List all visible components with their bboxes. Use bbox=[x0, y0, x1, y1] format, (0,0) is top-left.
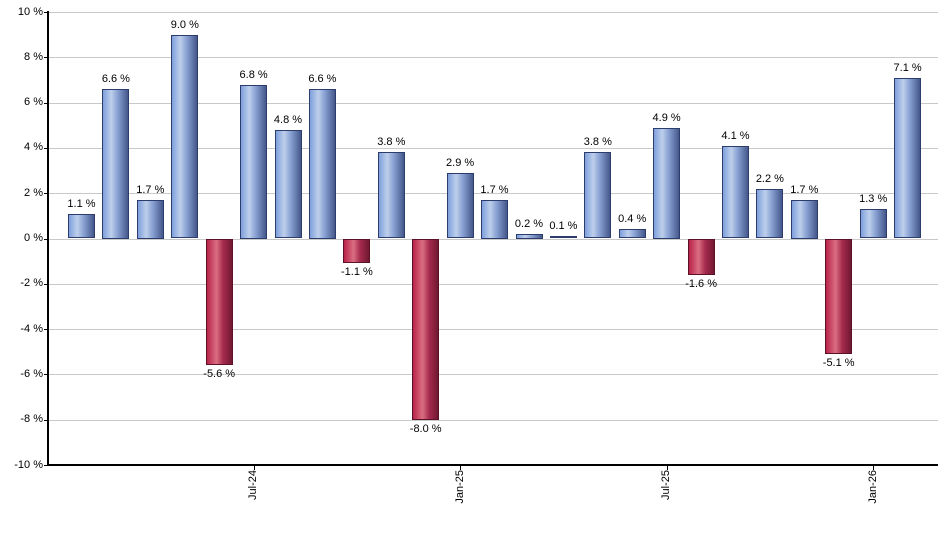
bar-value-label: 4.9 % bbox=[652, 111, 681, 124]
y-axis-tick-label: 8 % bbox=[24, 50, 43, 63]
y-axis-tick bbox=[44, 283, 48, 285]
bar-positive bbox=[136, 200, 164, 239]
bar-value-label: -5.1 % bbox=[822, 357, 855, 369]
bar-value-label: 0.1 % bbox=[549, 220, 578, 233]
bar-negative bbox=[687, 238, 715, 275]
x-axis-tick-label: Jul-25 bbox=[660, 470, 673, 500]
gridline bbox=[48, 12, 938, 13]
bar-value-label: 3.8 % bbox=[583, 136, 612, 149]
x-axis-tick bbox=[873, 465, 875, 470]
bar-positive bbox=[102, 89, 130, 239]
bar-positive bbox=[171, 34, 199, 239]
y-axis-tick bbox=[44, 12, 48, 13]
y-axis-tick bbox=[44, 465, 48, 466]
y-axis-tick bbox=[44, 193, 48, 195]
bar-value-label: -5.6 % bbox=[203, 368, 236, 381]
y-axis-tick-label: 0 % bbox=[24, 232, 43, 244]
bar-positive bbox=[240, 84, 268, 239]
bar-value-label: 2.9 % bbox=[446, 156, 475, 169]
bar-positive bbox=[549, 236, 577, 239]
gridline bbox=[48, 147, 938, 149]
bar-negative bbox=[343, 238, 371, 264]
bar-negative bbox=[205, 238, 233, 366]
bar-positive bbox=[584, 152, 612, 239]
x-axis-line bbox=[47, 464, 938, 466]
bar-positive bbox=[653, 127, 681, 239]
bar-positive bbox=[377, 152, 405, 239]
y-axis-line bbox=[47, 11, 49, 465]
y-axis-tick-label: 6 % bbox=[24, 96, 43, 109]
bar-positive bbox=[515, 234, 543, 239]
y-axis-tick bbox=[44, 147, 48, 149]
bar-positive bbox=[308, 89, 336, 239]
bar-positive bbox=[274, 129, 302, 239]
bar-value-label: 0.4 % bbox=[618, 213, 647, 226]
bar-value-label: 9.0 % bbox=[170, 18, 199, 31]
bar-positive bbox=[446, 172, 474, 239]
bar-positive bbox=[481, 200, 508, 239]
bar-value-label: 6.6 % bbox=[308, 73, 337, 85]
bar-value-label: -1.6 % bbox=[685, 277, 717, 290]
bar-value-label: 0.2 % bbox=[514, 218, 544, 230]
bar-value-label: 6.8 % bbox=[239, 68, 268, 81]
gridline bbox=[48, 102, 938, 104]
y-axis-tick-label: 4 % bbox=[24, 141, 43, 154]
gridline bbox=[48, 374, 938, 376]
bar-positive bbox=[618, 229, 646, 239]
bar-value-label: 3.8 % bbox=[377, 136, 406, 149]
gridline bbox=[48, 238, 938, 240]
x-axis-tick-label: Jan-25 bbox=[453, 470, 466, 504]
gridline bbox=[48, 419, 938, 421]
bar-positive bbox=[756, 188, 784, 239]
x-axis-tick bbox=[253, 465, 255, 470]
bar-positive bbox=[722, 145, 749, 239]
y-axis-tick-label: -6 % bbox=[20, 367, 43, 380]
gridline bbox=[48, 329, 938, 331]
bar-value-label: 1.7 % bbox=[136, 184, 165, 196]
bar-value-label: -8.0 % bbox=[409, 422, 442, 435]
y-axis-tick bbox=[44, 102, 48, 104]
x-axis-tick-label: Jan-26 bbox=[866, 470, 879, 504]
bar-negative bbox=[825, 238, 853, 354]
y-axis-tick-label: -4 % bbox=[20, 322, 43, 335]
gridline bbox=[48, 283, 938, 285]
gridline bbox=[48, 57, 938, 59]
bar-value-label: 6.6 % bbox=[101, 73, 130, 85]
y-axis-tick-label: 2 % bbox=[24, 186, 43, 199]
y-axis-tick-label: -8 % bbox=[20, 413, 43, 426]
bar-value-label: 1.7 % bbox=[790, 184, 819, 196]
y-axis-tick bbox=[44, 329, 48, 331]
y-axis-tick bbox=[44, 57, 48, 59]
bar-value-label: 2.2 % bbox=[755, 172, 784, 185]
bar-value-label: 1.1 % bbox=[67, 197, 96, 210]
bar-positive bbox=[68, 213, 95, 239]
x-axis-tick-label: Jul-24 bbox=[247, 470, 260, 500]
y-axis-tick-label: -2 % bbox=[20, 277, 43, 290]
bar-value-label: 1.3 % bbox=[859, 193, 888, 206]
bar-positive bbox=[790, 200, 818, 239]
y-axis-tick-label: -10 % bbox=[14, 458, 43, 471]
bar-value-label: 7.1 % bbox=[893, 61, 922, 74]
bar-positive bbox=[894, 77, 922, 239]
bar-negative bbox=[412, 238, 440, 420]
y-axis-tick bbox=[44, 374, 48, 376]
y-axis-tick-label: 10 % bbox=[17, 5, 43, 18]
bar-value-label: -1.1 % bbox=[340, 266, 373, 279]
bar-positive bbox=[859, 209, 887, 239]
x-axis-tick bbox=[460, 465, 462, 470]
bar-value-label: 1.7 % bbox=[480, 184, 509, 196]
bar-value-label: 4.8 % bbox=[273, 113, 303, 126]
x-axis-tick bbox=[666, 465, 668, 470]
gridline bbox=[48, 193, 938, 195]
y-axis-tick bbox=[44, 419, 48, 421]
y-axis-tick bbox=[44, 238, 48, 240]
bar-value-label: 4.1 % bbox=[721, 129, 750, 142]
